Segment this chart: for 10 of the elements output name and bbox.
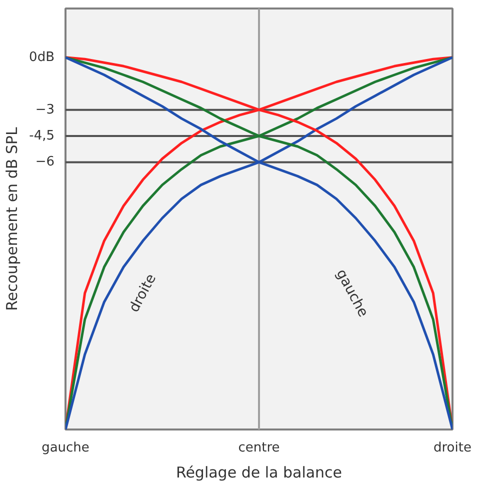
y-tick-label: −6: [35, 154, 55, 170]
y-tick-label: 0dB: [29, 50, 55, 65]
line-series: [66, 56, 452, 430]
x-tick-label: droite: [434, 440, 472, 456]
y-tick-label: -4,5: [29, 128, 55, 144]
x-tick-label: gauche: [42, 440, 90, 456]
y-tick-label: −3: [35, 102, 55, 118]
x-tick-label: centre: [238, 440, 280, 456]
y-axis-title: Recoupement en dB SPL: [3, 126, 22, 311]
x-axis-title: Réglage de la balance: [176, 464, 342, 482]
